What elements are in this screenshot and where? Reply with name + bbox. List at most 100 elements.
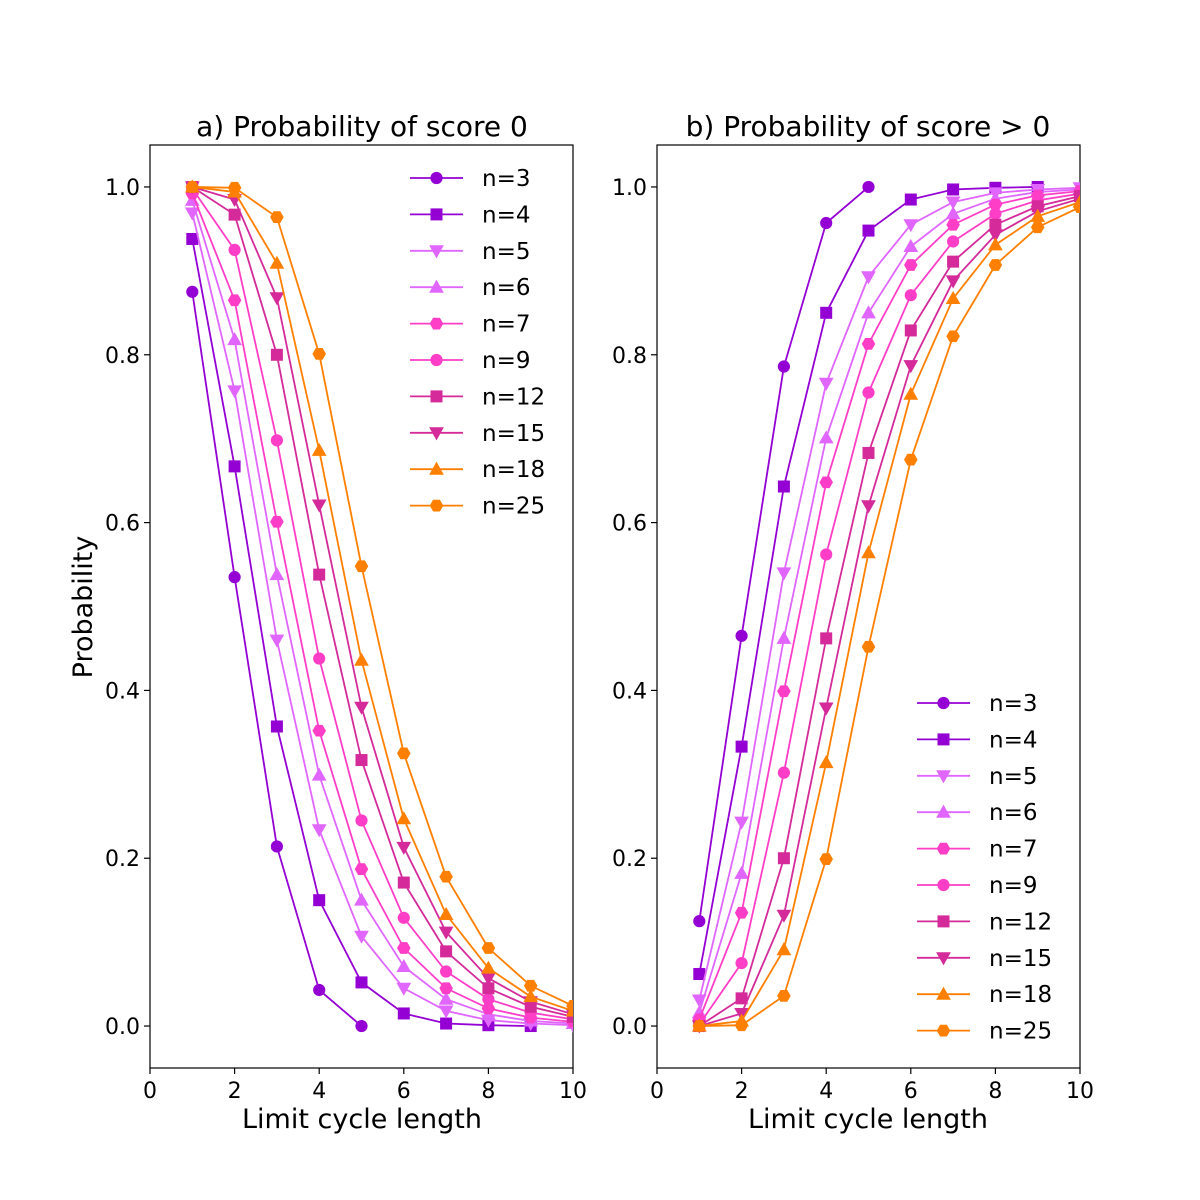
panel-a-series-n-3 [186, 285, 368, 1033]
data-point [946, 330, 960, 343]
data-point [439, 982, 453, 995]
legend-marker [936, 770, 951, 784]
legend-label: n=5 [482, 239, 530, 265]
data-point [862, 224, 875, 237]
panel-b-y-tick-label: 0.2 [612, 847, 647, 872]
data-point [397, 1007, 410, 1020]
legend-label: n=3 [482, 166, 530, 192]
data-point [270, 434, 283, 447]
data-point [440, 945, 453, 958]
panel-a-y-tick-label: 1.0 [105, 176, 140, 201]
data-point [228, 208, 241, 221]
data-point [440, 965, 453, 978]
panel-b-x-tick-label: 4 [819, 1079, 833, 1104]
data-point [776, 630, 792, 644]
data-point [735, 740, 748, 753]
series-line [698, 195, 1080, 1027]
data-point [186, 285, 199, 298]
data-point [438, 906, 454, 920]
data-point [734, 906, 749, 919]
panel-a-y-tick-label: 0.2 [105, 847, 140, 872]
series-line [698, 190, 1080, 1020]
legend-label: n=9 [482, 348, 530, 374]
data-point [397, 942, 411, 954]
series-line [699, 206, 1080, 1027]
panel-a-y-tick-label: 0.6 [105, 512, 140, 537]
data-point [396, 958, 412, 972]
data-point [820, 306, 833, 319]
data-point [313, 894, 326, 907]
legend-marker [937, 915, 950, 928]
data-point [354, 930, 369, 944]
data-point [947, 235, 960, 248]
data-point [777, 989, 791, 1002]
data-point [1030, 208, 1046, 222]
data-point [988, 237, 1003, 251]
panel-a-y-tick-label: 0.0 [105, 1015, 140, 1040]
data-point [313, 983, 326, 997]
data-point [355, 814, 368, 827]
data-point [904, 324, 917, 337]
legend-marker [430, 171, 443, 185]
data-point [438, 1005, 454, 1019]
data-point [862, 446, 875, 459]
data-point [438, 926, 454, 940]
data-point [818, 430, 834, 444]
legend-label: n=4 [482, 202, 530, 228]
legend-marker [936, 842, 951, 855]
panel-a-title: a) Probability of score 0 [196, 110, 528, 143]
legend-marker [937, 733, 950, 746]
data-point [355, 754, 368, 767]
data-point [777, 480, 790, 493]
panel-a-y-tick-label: 0.4 [105, 679, 140, 704]
panel-b-title: b) Probability of score > 0 [686, 110, 1051, 143]
legend-marker [429, 499, 444, 512]
data-point [312, 348, 326, 360]
data-point [947, 255, 960, 268]
panel-a-x-tick-label: 8 [481, 1079, 495, 1104]
legend-label: n=4 [989, 727, 1037, 753]
data-point [228, 571, 241, 584]
data-point [904, 453, 918, 466]
data-point [947, 183, 960, 196]
data-point [945, 196, 961, 210]
data-point [819, 476, 833, 489]
data-point [820, 216, 833, 230]
panel-b-x-axis-label: Limit cycle length [748, 1104, 988, 1135]
data-point [735, 629, 748, 642]
legend-marker [429, 245, 444, 259]
series-line [191, 200, 573, 1025]
data-point [693, 915, 706, 928]
legend-label: n=12 [989, 909, 1052, 935]
data-point [861, 305, 876, 319]
data-point [355, 1019, 368, 1033]
series-line [192, 186, 573, 1007]
panel-b-y-tick-label: 0.8 [612, 344, 647, 369]
legend-marker [430, 353, 443, 367]
panel-b-y-tick-label: 0.0 [612, 1015, 647, 1040]
data-point [228, 460, 241, 473]
panel-b-plot-frame [656, 144, 1081, 1069]
panel-b-x-tick-label: 0 [650, 1079, 664, 1104]
panel-a-x-tick-label: 10 [559, 1079, 587, 1104]
legend-label: n=18 [482, 457, 545, 483]
legend-label: n=25 [989, 1019, 1052, 1045]
data-point [903, 360, 919, 374]
panel-b-x-tick-label: 6 [904, 1079, 918, 1104]
data-point [819, 853, 833, 865]
data-point [820, 632, 833, 645]
data-point [777, 685, 791, 698]
legend-label: n=9 [989, 873, 1037, 899]
data-point [776, 942, 792, 956]
data-point [903, 219, 919, 233]
data-point [1030, 221, 1045, 234]
data-point [313, 652, 326, 665]
legend-marker [936, 804, 951, 818]
data-point [988, 259, 1003, 271]
data-point [397, 911, 410, 924]
series-line [698, 192, 1080, 1025]
data-point [692, 1020, 707, 1032]
legend-marker [430, 390, 443, 403]
data-point [945, 291, 961, 305]
